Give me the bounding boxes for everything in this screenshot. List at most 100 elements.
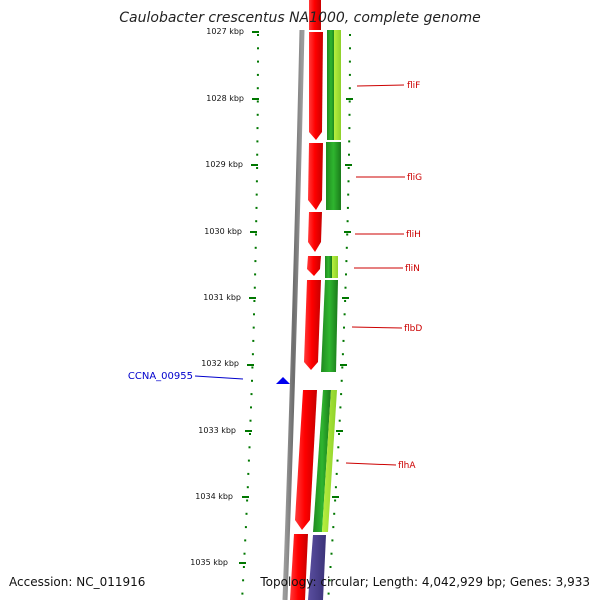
- minor-tick: [342, 339, 345, 342]
- minor-tick: [347, 167, 350, 169]
- minor-tick: [348, 87, 351, 90]
- minor-tick: [335, 472, 338, 475]
- minor-tick: [348, 100, 351, 103]
- feature-fliH: [308, 212, 322, 252]
- feature-top-green: [327, 30, 335, 140]
- minor-tick: [242, 579, 245, 582]
- minor-tick: [257, 34, 259, 36]
- feature-fliN-green: [325, 256, 332, 278]
- minor-tick: [344, 300, 347, 302]
- minor-tick: [341, 366, 344, 369]
- minor-tick: [345, 273, 347, 276]
- minor-tick: [338, 419, 341, 422]
- minor-tick: [245, 512, 248, 515]
- minor-tick: [255, 193, 258, 196]
- minor-tick: [253, 300, 256, 302]
- ccna-marker[interactable]: CCNA_00955: [128, 371, 290, 384]
- tick-label-1027: 1027 kbp: [206, 27, 244, 36]
- minor-tick: [329, 566, 332, 568]
- feature-fliG: [308, 143, 323, 210]
- minor-tick: [254, 260, 257, 263]
- minor-tick: [334, 486, 337, 489]
- tick-label-1030: 1030 kbp: [204, 227, 242, 236]
- minor-tick: [253, 313, 255, 316]
- minor-tick: [256, 100, 259, 103]
- minor-tick: [247, 472, 250, 475]
- scale-major-ticks: [239, 31, 259, 564]
- minor-tick: [242, 566, 245, 568]
- minor-tick: [244, 526, 247, 529]
- minor-tick: [254, 273, 257, 276]
- gene-label-flhA[interactable]: flhA: [398, 461, 416, 471]
- feature-flhA-red: [295, 390, 317, 530]
- minor-tick: [246, 499, 249, 502]
- gene-leader-lines: [345, 84, 405, 466]
- feature-top-lime: [334, 30, 341, 140]
- minor-tick: [347, 180, 350, 183]
- minor-tick: [343, 313, 346, 316]
- feature-fliF: [309, 32, 323, 140]
- minor-tick: [256, 113, 259, 116]
- green-feature-track: [308, 30, 341, 600]
- marker-arrow-icon: [276, 377, 290, 384]
- minor-tick: [328, 579, 331, 582]
- feature-flhA-lime: [322, 390, 337, 532]
- feature-major-ticks: [332, 98, 353, 498]
- minor-tick: [254, 246, 257, 249]
- minor-tick: [250, 393, 253, 396]
- minor-tick: [346, 233, 349, 236]
- tick-label-1028: 1028 kbp: [206, 94, 244, 103]
- genome-backbone: [282, 29, 305, 601]
- minor-tick: [336, 459, 339, 462]
- minor-tick: [246, 486, 249, 489]
- minor-tick: [257, 60, 259, 63]
- minor-tick: [339, 406, 342, 409]
- red-feature-track: [290, 0, 323, 600]
- minor-tick: [348, 127, 351, 130]
- minor-tick: [334, 499, 337, 502]
- genome-summary: Topology: circular; Length: 4,042,929 bp…: [260, 575, 590, 589]
- minor-tick: [256, 87, 259, 90]
- minor-tick: [256, 127, 259, 130]
- minor-tick: [340, 379, 343, 382]
- scale-minor-ticks: [241, 34, 259, 595]
- minor-tick: [249, 433, 251, 435]
- minor-tick: [327, 592, 330, 595]
- minor-tick: [349, 34, 351, 36]
- minor-tick: [255, 206, 258, 209]
- minor-tick: [346, 220, 349, 223]
- feature-top-red: [309, 0, 321, 30]
- feature-bottom-purple: [308, 535, 326, 600]
- minor-tick: [241, 592, 244, 595]
- feature-fliN: [307, 256, 321, 276]
- minor-tick: [348, 140, 351, 143]
- gene-label-flbD[interactable]: flbD: [404, 324, 422, 334]
- feature-fliN-lime: [332, 256, 338, 278]
- gene-label-fliF[interactable]: fliF: [407, 81, 420, 91]
- tick-label-1034: 1034 kbp: [195, 492, 233, 501]
- minor-tick: [348, 153, 350, 156]
- minor-tick: [244, 539, 247, 542]
- feature-bottom-red: [290, 534, 308, 600]
- minor-tick: [348, 113, 351, 116]
- scale-labels: 1027 kbp 1028 kbp 1029 kbp 1030 kbp 1031…: [190, 27, 244, 567]
- feature-fliG-green: [326, 142, 341, 210]
- gene-label-fliH[interactable]: fliH: [406, 230, 421, 240]
- feature-flhA-green: [313, 390, 331, 532]
- minor-tick: [333, 512, 336, 515]
- minor-tick: [251, 366, 254, 369]
- minor-tick: [243, 552, 246, 555]
- minor-tick: [348, 73, 351, 76]
- minor-tick: [256, 167, 259, 169]
- minor-tick: [249, 419, 252, 422]
- minor-tick: [343, 326, 345, 329]
- feature-minor-ticks: [327, 34, 351, 595]
- minor-tick: [255, 220, 258, 223]
- gene-label-fliG[interactable]: fliG: [407, 173, 422, 183]
- minor-tick: [252, 326, 255, 329]
- minor-tick: [340, 393, 343, 396]
- minor-tick: [347, 193, 350, 196]
- minor-tick: [255, 180, 258, 183]
- gene-label-fliN[interactable]: fliN: [405, 264, 420, 274]
